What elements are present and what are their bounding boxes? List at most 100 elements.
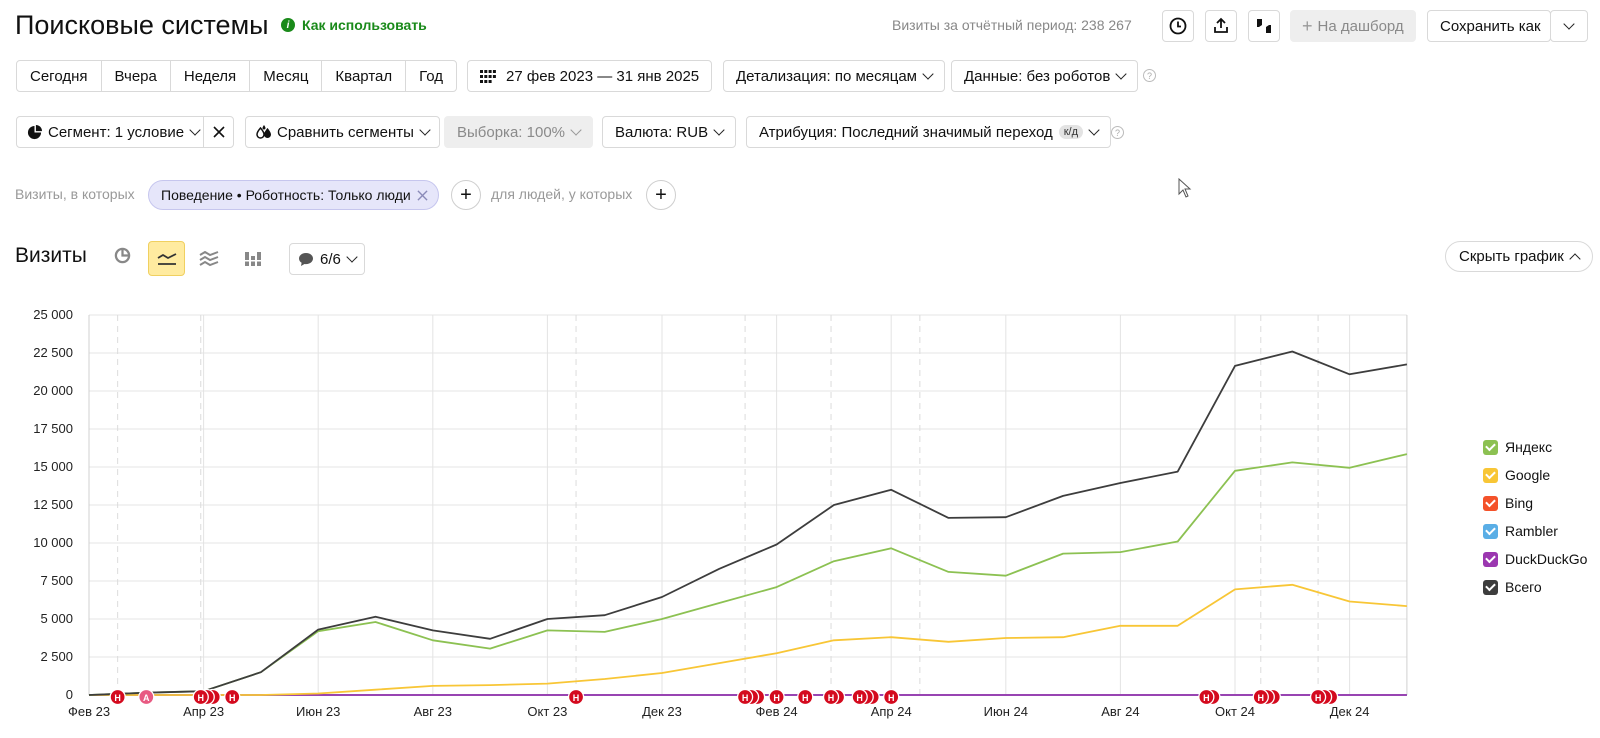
share-icon (1214, 17, 1228, 33)
plus-icon: + (1302, 15, 1313, 36)
annotation-marker-letter: А (143, 693, 150, 703)
save-as-dropdown-button[interactable] (1550, 10, 1588, 42)
tab-month[interactable]: Месяц (250, 61, 323, 91)
legend-yandex[interactable]: Яндекс (1483, 439, 1552, 455)
y-tick-label: 22 500 (33, 345, 73, 360)
tab-week[interactable]: Неделя (171, 61, 251, 91)
chart-type-area-button[interactable] (197, 247, 221, 271)
how-to-use-link[interactable]: i Как использовать (281, 17, 427, 33)
currency-dropdown[interactable]: Валюта: RUB (602, 116, 737, 148)
y-tick-label: 7 500 (40, 573, 73, 588)
annotation-marker[interactable]: Н (883, 688, 900, 706)
chevron-down-icon (1088, 124, 1100, 136)
tab-today[interactable]: Сегодня (17, 61, 102, 91)
annotation-marker[interactable]: А (138, 688, 155, 706)
attribution-dropdown[interactable]: Атрибуция: Последний значимый переход к/… (746, 116, 1112, 148)
legend-label: Всего (1505, 579, 1542, 595)
tab-year[interactable]: Год (419, 67, 444, 85)
save-as-button[interactable]: Сохранить как (1427, 10, 1551, 42)
annotation-marker-letter: Н (229, 693, 236, 703)
legend-total[interactable]: Всего (1483, 579, 1542, 595)
feedback-button[interactable] (1248, 10, 1280, 42)
help-icon[interactable]: ? (1143, 69, 1156, 82)
annotation-marker[interactable]: Н (822, 688, 846, 706)
bar-chart-icon (245, 252, 261, 266)
thumbs-icon (1257, 19, 1271, 33)
x-tick-label: Апр 24 (871, 704, 912, 719)
series-line-total (88, 350, 1408, 696)
filter-chip-label: Поведение • Роботность: Только люди (161, 187, 411, 203)
annotation-marker-circle (822, 688, 840, 706)
compare-segments-dropdown[interactable]: Сравнить сегменты (245, 116, 440, 148)
chevron-down-icon (346, 251, 358, 263)
legend-google[interactable]: Google (1483, 467, 1550, 483)
legend-label: Яндекс (1505, 439, 1553, 455)
x-tick-label: Авг 24 (1101, 704, 1139, 719)
close-icon[interactable] (417, 189, 428, 201)
chart-type-line-button[interactable] (148, 241, 185, 276)
chevron-down-icon (189, 124, 201, 136)
visits-where-label: Визиты, в которых (15, 186, 135, 202)
visits-line-chart: 0 2 500 5 000 7 500 10 000 12 500 15 000 17 500… (33, 307, 1408, 719)
comment-icon (299, 252, 313, 266)
annotation-marker-letter: Н (1315, 693, 1322, 703)
behavior-filter-chip[interactable]: Поведение • Роботность: Только люди (148, 180, 439, 210)
detail-dropdown[interactable]: Детализация: по месяцам (723, 60, 945, 92)
export-button[interactable] (1205, 10, 1237, 42)
add-visit-condition-button[interactable]: + (451, 180, 481, 210)
currency-label: Валюта: RUB (615, 123, 709, 141)
segment-dropdown[interactable]: Сегмент: 1 условие (16, 116, 211, 148)
drops-icon (256, 124, 271, 139)
chart-type-bar-button[interactable] (241, 247, 265, 271)
annotation-marker-circle (851, 688, 868, 706)
date-range-picker[interactable]: 27 фев 2023 — 31 янв 2025 (467, 60, 713, 92)
annotation-marker[interactable]: Н (109, 688, 126, 706)
help-icon[interactable]: ? (1111, 126, 1124, 139)
annotation-marker-circle (797, 688, 814, 706)
annotation-marker-letter: Н (828, 693, 835, 703)
annotation-marker[interactable]: Н (1198, 688, 1221, 706)
attribution-badge: к/д (1058, 125, 1084, 139)
detail-label: Детализация: по месяцам (736, 67, 917, 85)
checkbox-icon (1483, 467, 1498, 483)
clear-segment-button[interactable] (203, 116, 234, 148)
legend-label: Google (1505, 467, 1551, 483)
annotation-marker[interactable]: Н (736, 688, 766, 706)
hide-chart-button[interactable]: Скрыть график (1445, 241, 1593, 272)
history-button[interactable] (1162, 10, 1194, 42)
annotation-marker[interactable]: Н (1252, 688, 1281, 706)
sample-label: Выборка: 100% (457, 123, 565, 141)
page-title: Поисковые системы (15, 10, 269, 40)
annotation-marker[interactable]: Н (797, 688, 814, 706)
annotations-dropdown[interactable]: 6/6 (289, 243, 365, 275)
tab-quarter[interactable]: Квартал (322, 61, 407, 91)
annotation-marker-circle (1309, 688, 1327, 706)
annotation-marker[interactable]: Н (1309, 688, 1339, 706)
legend-bing[interactable]: Bing (1483, 495, 1533, 511)
x-tick-label: Июн 23 (296, 704, 340, 719)
chevron-down-icon (570, 124, 582, 136)
attribution-label: Атрибуция: Последний значимый переход (759, 123, 1053, 141)
checkbox-icon (1483, 551, 1498, 567)
chevron-up-icon (1569, 252, 1581, 265)
legend-rambler[interactable]: Rambler (1483, 523, 1558, 539)
annotation-marker[interactable]: Н (567, 688, 585, 706)
for-people-label: для людей, у которых (491, 186, 633, 202)
add-to-dashboard-button[interactable]: + На дашборд (1290, 10, 1416, 42)
annotation-marker[interactable]: Н (224, 688, 241, 706)
annotation-marker[interactable]: Н (851, 688, 880, 706)
how-to-use-label: Как использовать (302, 17, 427, 33)
legend-label: Rambler (1505, 523, 1558, 539)
annotation-marker-circle (736, 688, 754, 706)
checkbox-icon (1483, 495, 1498, 511)
sample-dropdown[interactable]: Выборка: 100% (444, 116, 593, 148)
series-line-google (89, 583, 1407, 696)
annotation-marker[interactable]: Н (192, 688, 221, 706)
tab-yesterday[interactable]: Вчера (102, 61, 171, 91)
annotation-marker[interactable]: Н (768, 688, 785, 706)
add-people-condition-button[interactable]: + (646, 180, 676, 210)
data-dropdown[interactable]: Данные: без роботов (951, 60, 1139, 92)
legend-duckduckgo[interactable]: DuckDuckGo (1483, 551, 1587, 567)
chart-type-pie-button[interactable] (110, 243, 134, 267)
series-line-yandex (88, 453, 1408, 696)
